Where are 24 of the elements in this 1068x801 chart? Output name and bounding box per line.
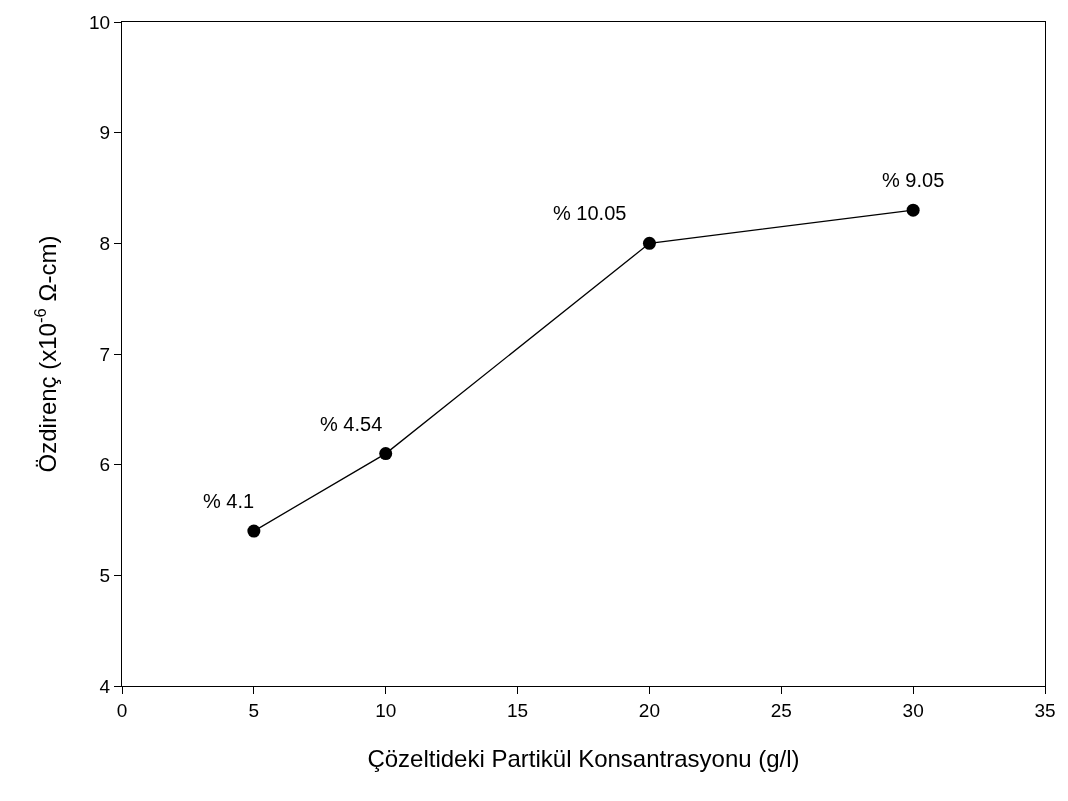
y-tick-label: 6: [99, 454, 111, 476]
point: [642, 236, 656, 250]
x-tick-label: 10: [375, 699, 397, 721]
y-tick-label: 10: [88, 11, 111, 33]
x-tick-label: 5: [248, 699, 260, 721]
point: [906, 203, 920, 217]
x-tick-label: 15: [507, 699, 529, 721]
x-tick-label: 0: [116, 699, 128, 721]
x-axis-title: Çözeltideki Partikül Konsantrasyonu (g/l): [367, 745, 800, 773]
y-tick-label: 7: [99, 343, 111, 365]
y-tick-label: 9: [99, 122, 111, 144]
point: [379, 447, 393, 461]
y-tick-label: 5: [99, 564, 111, 586]
annotation: % 4.1: [203, 490, 255, 512]
annotation: % 10.05: [553, 202, 627, 224]
y-tick-label: 4: [99, 675, 111, 697]
annotation: % 4.54: [320, 413, 383, 435]
y-tick-label: 8: [99, 232, 111, 254]
point: [247, 524, 261, 538]
x-tick-label: 30: [902, 699, 924, 721]
annotation: % 9.05: [882, 169, 945, 191]
x-tick-label: 25: [770, 699, 792, 721]
x-tick-label: 35: [1034, 699, 1056, 721]
x-tick-label: 20: [638, 699, 660, 721]
